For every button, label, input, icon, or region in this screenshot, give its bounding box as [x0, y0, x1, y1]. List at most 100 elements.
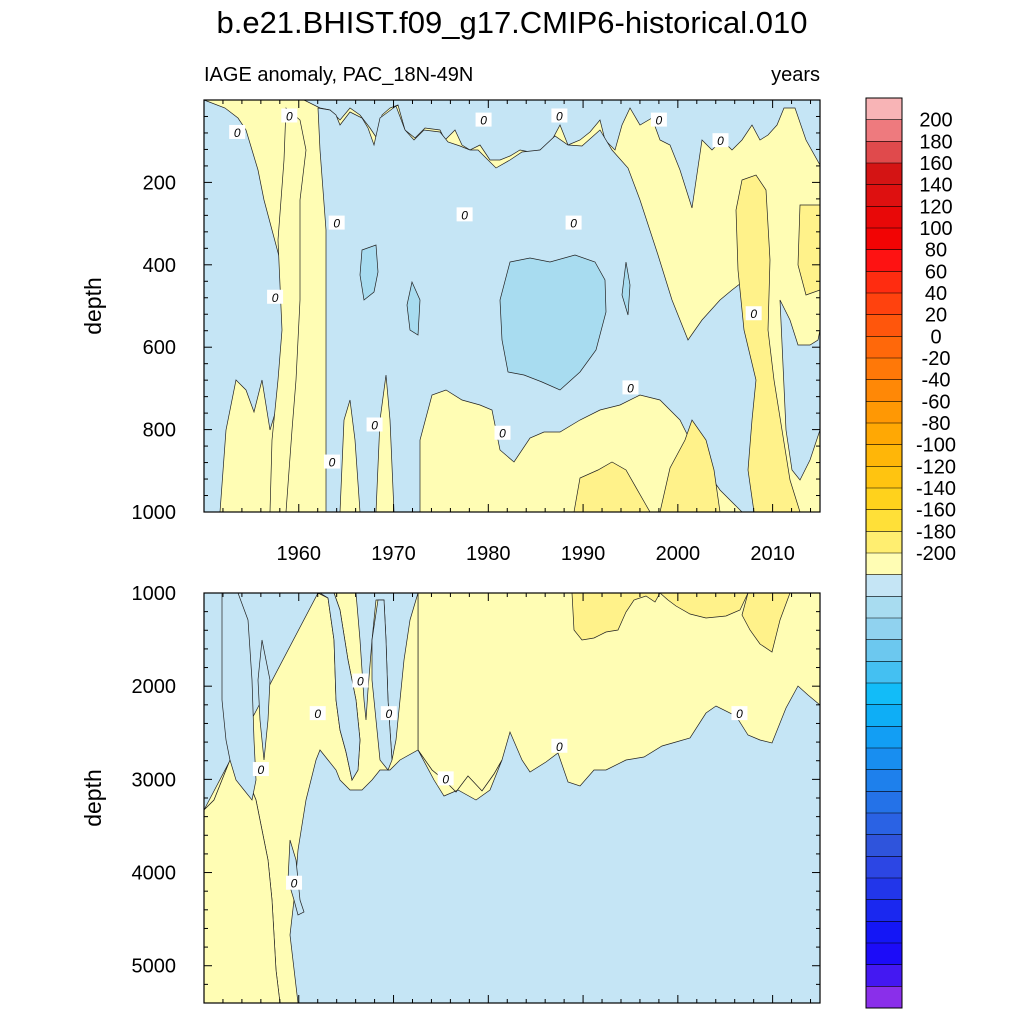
top-x-tick-label: 1960: [277, 543, 322, 565]
bottom-strong-positive-2: [659, 592, 749, 619]
bottom-strong-positive-1: [571, 592, 661, 641]
colorbar-swatch: [866, 618, 902, 640]
bottom-panel-ticks: 1000 2000 3000 4000 5000: [132, 583, 820, 1004]
colorbar-label: 160: [919, 153, 952, 175]
top-zero-label-box: [456, 207, 473, 222]
bottom-y-tick-label: 1000: [132, 583, 177, 605]
colorbar-swatch: [866, 878, 902, 900]
top-y-tick-label: 1000: [132, 502, 177, 524]
top-x-tick-label: 1970: [371, 543, 416, 565]
bottom-zero-label-box: [252, 762, 269, 777]
top-strong-negative-spot-2: [406, 280, 421, 336]
colorbar-swatch: [866, 228, 902, 250]
colorbar-swatch: [866, 206, 902, 229]
top-y-axis-label: depth: [80, 277, 106, 335]
top-zero-contour-label: 0: [627, 381, 634, 395]
left-string: IAGE anomaly, PAC_18N-49N: [204, 64, 473, 86]
bottom-zero-label-box: [309, 706, 326, 721]
colorbar-label: -80: [922, 413, 951, 435]
top-zero-label-box: [712, 133, 729, 148]
colorbar-label: -40: [922, 370, 951, 392]
colorbar-swatch: [866, 986, 902, 1009]
colorbar-swatch: [866, 596, 902, 619]
colorbar-swatch: [866, 661, 902, 684]
top-y-tick-label: 400: [143, 255, 176, 277]
top-zero-label-box: [229, 124, 246, 139]
colorbar-swatch: [866, 964, 902, 987]
bottom-zero-label-box: [731, 706, 748, 721]
colorbar-swatch: [866, 293, 902, 315]
colorbar-swatch: [866, 184, 902, 207]
top-zero-contour-label: 0: [750, 307, 757, 321]
right-string: years: [771, 64, 820, 86]
bottom-zero-contour-label: 0: [385, 707, 392, 721]
colorbar-label: -20: [922, 348, 951, 370]
top-y-tick-label: 800: [143, 420, 176, 442]
colorbar-swatch: [866, 271, 902, 294]
top-zero-label-box: [565, 215, 582, 230]
colorbar-swatch: [866, 466, 902, 489]
bottom-zero-label-box: [551, 738, 568, 753]
top-zero-contour-label: 0: [499, 427, 506, 441]
colorbar-swatch: [866, 423, 902, 445]
colorbar-label: -160: [916, 500, 956, 522]
colorbar-swatch: [866, 379, 902, 402]
top-panel-ticks: 1960 1970 1980 1990 2000 2010 200 400 600 800 1000: [132, 99, 820, 565]
top-x-tick-label: 2000: [656, 543, 701, 565]
top-zero-label-box: [622, 380, 639, 395]
top-zero-contour-label: 0: [286, 109, 293, 123]
bottom-negative-left-column-3: [318, 592, 361, 781]
top-negative-surface: [204, 99, 821, 209]
colorbar-swatch: [866, 444, 902, 467]
top-y-tick-label: 200: [143, 172, 176, 194]
colorbar-label: -200: [916, 543, 956, 565]
bottom-negative-left-column-2: [257, 639, 271, 761]
colorbar-swatch: [866, 336, 902, 359]
bottom-negative-left-column-4: [371, 599, 393, 771]
bottom-zero-contour-label: 0: [258, 763, 265, 777]
top-strong-negative-spot-1: [359, 244, 379, 301]
colorbar-swatch: [866, 141, 902, 164]
top-zero-contour-label: 0: [656, 114, 663, 128]
colorbar-swatch: [866, 163, 902, 185]
bottom-zero-contour-label: 0: [736, 707, 743, 721]
colorbar-label: 0: [930, 326, 941, 348]
bottom-zero-label-box: [286, 875, 303, 890]
colorbar: 200180160140120100806040200-20-40-60-80-…: [865, 97, 956, 1009]
top-strong-negative-core: [499, 254, 607, 391]
colorbar-swatch: [866, 834, 902, 857]
top-panel: 0 0 0 0 0 0 0 0 0 0 0 0 0 0 0 1960 1970 1980 1990 2000 2010…: [80, 99, 821, 565]
top-panel-strong-regions: [359, 174, 821, 513]
colorbar-swatch: [866, 314, 902, 337]
bottom-y-tick-label: 5000: [132, 956, 177, 978]
top-x-tick-label: 2010: [750, 543, 795, 565]
top-zero-contour-label: 0: [272, 291, 279, 305]
colorbar-swatch: [866, 553, 902, 575]
bottom-zero-label-box: [352, 673, 369, 688]
top-zero-label-box: [551, 108, 568, 123]
bottom-y-tick-label: 4000: [132, 863, 177, 885]
colorbar-swatch: [866, 921, 902, 944]
bottom-zero-contour-label: 0: [442, 772, 449, 786]
bottom-zero-contour-label: 0: [357, 675, 364, 689]
colorbar-label: 180: [919, 131, 952, 153]
top-zero-labels: 0 0 0 0 0 0 0 0 0 0 0 0 0 0 0: [229, 108, 762, 470]
colorbar-swatch: [866, 943, 902, 965]
bottom-zero-contour-label: 0: [556, 740, 563, 754]
top-zero-label-box: [494, 425, 511, 440]
top-zero-contour-label: 0: [234, 126, 241, 140]
bottom-zero-contour-label: 0: [314, 707, 321, 721]
colorbar-label: 120: [919, 196, 952, 218]
colorbar-swatch: [866, 748, 902, 770]
top-zero-contour-label: 0: [461, 208, 468, 222]
top-zero-label-box: [650, 112, 667, 127]
colorbar-swatch: [866, 683, 902, 705]
top-panel-frame: [203, 99, 821, 513]
bottom-panel-regions: [203, 592, 821, 1004]
top-strong-negative-spot-3: [621, 261, 631, 316]
top-zero-contour-label: 0: [717, 134, 724, 148]
colorbar-swatch: [866, 531, 902, 554]
bottom-panel: 0 0 0 0 0 0 0 0 1000 2000 3000 4000 5000 depth: [80, 583, 821, 1004]
colorbar-label: -140: [916, 478, 956, 500]
bottom-y-axis-label: depth: [80, 769, 106, 827]
